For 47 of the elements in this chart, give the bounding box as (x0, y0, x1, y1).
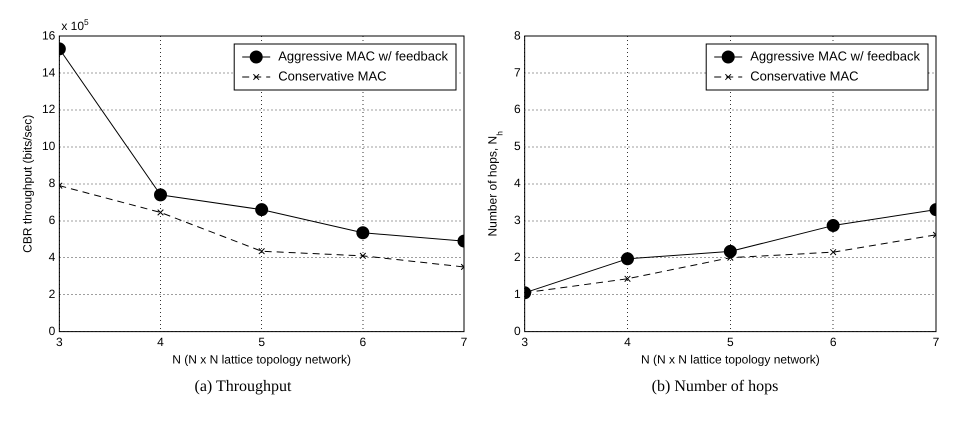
point (624, 275, 631, 282)
point (255, 203, 268, 216)
y-tick-label: 0 (48, 324, 56, 338)
legend-label: Conservative MAC (278, 68, 387, 84)
legend-label: Aggressive MAC w/ feedback (278, 48, 448, 64)
y-tick-label: 5 (514, 139, 521, 154)
y-tick-label: 4 (48, 250, 56, 264)
x-tick-label: 7 (460, 335, 468, 350)
y-tick-label: 0 (514, 324, 521, 338)
y-axis-title: Number of hops, Nh (486, 130, 505, 236)
legend-label: Aggressive MAC w/ feedback (750, 48, 920, 64)
x-tick-label: 5 (258, 335, 266, 350)
x-axis-title: N (N x N lattice topology network) (640, 352, 820, 367)
x-tick-label: 4 (624, 335, 632, 350)
x-tick-label: 4 (157, 335, 164, 350)
x-axis-title: N (N x N lattice topology network) (172, 352, 352, 367)
y-tick-label: 4 (514, 176, 521, 190)
x-tick-label: 5 (726, 335, 734, 350)
y-tick-label: 14 (42, 65, 56, 80)
y-tick-label: 6 (48, 213, 56, 228)
y-tick-label: 12 (42, 102, 56, 116)
y-tick-label: 3 (514, 213, 521, 228)
x-tick-label: 6 (830, 335, 837, 350)
point (830, 248, 836, 256)
text: (a) Throughput (193, 378, 292, 396)
point (826, 219, 840, 232)
y-tick-label: 7 (514, 65, 521, 80)
text: (b) Number of hops (650, 378, 780, 396)
point (621, 252, 634, 266)
point (724, 244, 737, 258)
legend-label: Conservative MAC (750, 68, 859, 84)
x-tick-label: 6 (359, 335, 366, 350)
y-tick-label: 2 (48, 286, 56, 301)
point (258, 248, 266, 255)
point (356, 226, 370, 240)
y-tick-label: 6 (514, 102, 521, 116)
y-tick-label: 8 (48, 176, 56, 190)
y-tick-label: 8 (514, 28, 521, 42)
point (154, 188, 168, 202)
y-tick-label: 16 (42, 28, 56, 42)
point (157, 209, 164, 216)
y-tick-label: 2 (514, 250, 521, 264)
y-tick-label: 10 (42, 139, 56, 154)
point (360, 252, 366, 260)
y-tick-label: 1 (514, 286, 521, 301)
y-axis-title: CBR throughput (bits/sec) (20, 114, 34, 253)
x-tick-label: 7 (932, 335, 940, 350)
